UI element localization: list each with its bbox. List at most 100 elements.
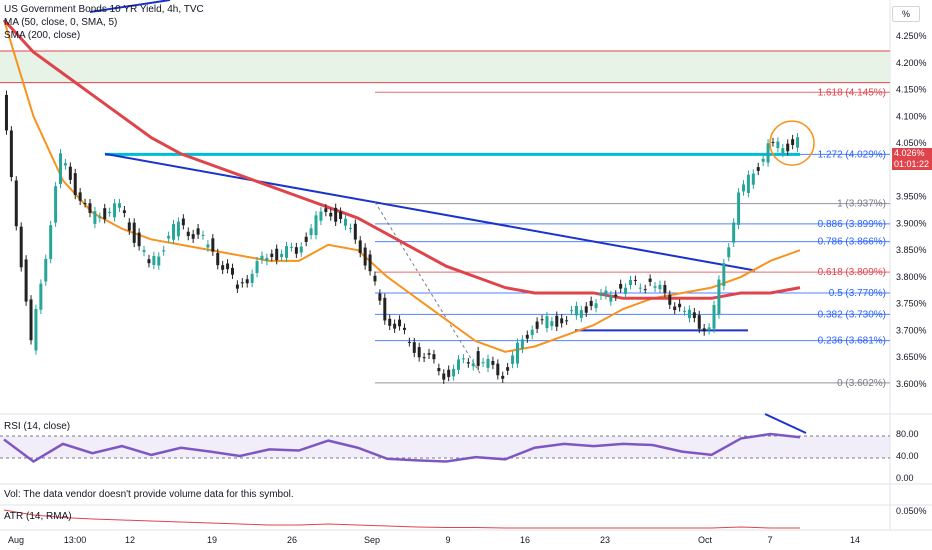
sma-legend[interactable]: SMA (200, close) xyxy=(4,30,81,41)
candle-body xyxy=(206,244,210,248)
price-scale-unit-badge[interactable]: % xyxy=(892,6,920,22)
fib-level-label: 0.5 (3.770%) xyxy=(829,288,886,299)
candle-body xyxy=(702,328,706,332)
upper-trendline xyxy=(89,0,171,13)
candle-body xyxy=(422,357,426,359)
candle-body xyxy=(520,339,524,349)
fib-level-label: 0.236 (3.681%) xyxy=(818,336,886,347)
candle-body xyxy=(727,247,731,258)
candle-body xyxy=(201,234,205,236)
candle-body xyxy=(221,265,225,270)
candle-body xyxy=(113,203,117,218)
candle-body xyxy=(766,143,770,163)
candle-body xyxy=(525,334,529,339)
candle-body xyxy=(162,250,166,252)
atr-axis-tick: 0.050% xyxy=(896,506,927,516)
candle-body xyxy=(334,207,338,222)
candle-body xyxy=(707,327,711,331)
candle-body xyxy=(378,293,382,301)
candle-body xyxy=(624,287,628,294)
candle-body xyxy=(771,142,775,144)
candle-body xyxy=(103,208,107,220)
candle-body xyxy=(167,235,171,239)
candle-body xyxy=(265,257,269,262)
candle-body xyxy=(176,221,180,237)
sma200-line xyxy=(2,18,801,300)
candle-body xyxy=(560,318,564,324)
candle-body xyxy=(73,173,77,195)
candle-body xyxy=(511,355,515,364)
candle-body xyxy=(530,329,534,336)
candle-body xyxy=(501,375,505,379)
price-axis-tick: 3.600% xyxy=(896,379,927,389)
candle-body xyxy=(4,94,8,131)
bar-countdown: 01:01:22 xyxy=(894,159,930,169)
candle-body xyxy=(324,208,328,212)
candle-body xyxy=(54,186,58,223)
candle-body xyxy=(191,234,195,239)
candle-body xyxy=(172,224,176,240)
candle-body xyxy=(348,227,352,229)
ma50-line xyxy=(3,19,801,353)
time-axis-tick: 7 xyxy=(767,535,772,545)
symbol-legend[interactable]: US Government Bonds 10 YR Yield, 4h, TVC xyxy=(4,4,204,15)
candle-body xyxy=(570,310,574,312)
ma-legend[interactable]: MA (50, close, 0, SMA, 5) xyxy=(4,17,118,28)
candle-body xyxy=(737,192,741,225)
candle-body xyxy=(304,236,308,242)
candle-body xyxy=(732,222,736,243)
candle-body xyxy=(692,312,696,319)
candle-body xyxy=(117,203,121,208)
candle-body xyxy=(309,228,313,236)
candle-body xyxy=(343,218,347,226)
candle-body xyxy=(186,231,190,237)
candle-body xyxy=(756,167,760,171)
time-axis-tick: 14 xyxy=(850,535,860,545)
candle-body xyxy=(122,210,126,213)
candle-body xyxy=(255,261,259,274)
candle-body xyxy=(476,351,480,366)
candle-body xyxy=(717,279,721,315)
price-axis-tick: 3.800% xyxy=(896,272,927,282)
candle-body xyxy=(633,279,637,281)
candle-body xyxy=(407,341,411,343)
candle-body xyxy=(339,211,343,219)
candle-body xyxy=(83,203,87,205)
time-axis-tick: 13:00 xyxy=(64,535,87,545)
candle-body xyxy=(142,250,146,252)
fib-level-label: 0.618 (3.809%) xyxy=(818,267,886,278)
time-axis-tick: 16 xyxy=(520,535,530,545)
candle-body xyxy=(619,283,623,289)
time-axis-tick: 12 xyxy=(125,535,135,545)
candle-body xyxy=(506,367,510,371)
atr-pane-label[interactable]: ATR (14, RMA) xyxy=(4,511,72,522)
price-axis-tick: 3.750% xyxy=(896,299,927,309)
rsi-pane-label[interactable]: RSI (14, close) xyxy=(4,421,71,432)
candle-body xyxy=(442,373,446,380)
candle-body xyxy=(486,358,490,368)
candle-body xyxy=(137,232,141,247)
candle-body xyxy=(353,223,357,240)
candle-body xyxy=(240,282,244,284)
candle-body xyxy=(609,295,613,302)
price-axis-tick: 3.650% xyxy=(896,352,927,362)
candle-body xyxy=(599,293,603,296)
candle-body xyxy=(638,287,642,289)
candle-body xyxy=(147,259,151,264)
candle-body xyxy=(648,278,652,282)
fib-level-label: 1.272 (4.029%) xyxy=(818,149,886,160)
candle-body xyxy=(250,273,254,283)
candle-body xyxy=(314,215,318,236)
candle-body xyxy=(417,347,421,358)
candle-body xyxy=(614,294,618,297)
candle-body xyxy=(157,256,161,266)
rsi-line xyxy=(3,432,801,464)
candle-body xyxy=(196,228,200,235)
candle-body xyxy=(388,318,392,326)
last-price-value: 4.026% xyxy=(894,148,925,158)
time-axis-tick: Oct xyxy=(698,535,713,545)
time-axis-tick: 23 xyxy=(600,535,610,545)
candle-body xyxy=(358,240,362,253)
candle-body xyxy=(230,267,234,275)
